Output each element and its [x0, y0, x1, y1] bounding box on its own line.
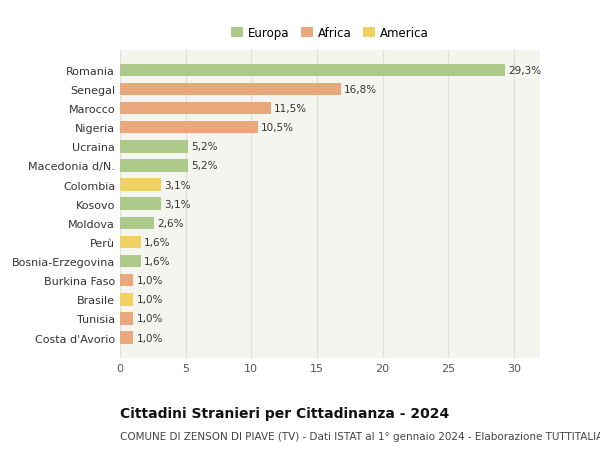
Text: 1,0%: 1,0% — [136, 275, 163, 285]
Text: 11,5%: 11,5% — [274, 104, 307, 114]
Bar — [120, 217, 154, 230]
Bar — [120, 293, 133, 306]
Bar — [120, 274, 133, 287]
Text: 1,6%: 1,6% — [144, 257, 171, 267]
Text: 2,6%: 2,6% — [157, 218, 184, 228]
Text: 5,2%: 5,2% — [191, 142, 218, 152]
Bar — [120, 255, 141, 268]
Bar — [120, 64, 505, 77]
Bar — [120, 122, 258, 134]
Text: 1,0%: 1,0% — [136, 333, 163, 343]
Text: Cittadini Stranieri per Cittadinanza - 2024: Cittadini Stranieri per Cittadinanza - 2… — [120, 406, 449, 420]
Bar — [120, 236, 141, 249]
Bar — [120, 179, 161, 191]
Bar — [120, 313, 133, 325]
Text: 3,1%: 3,1% — [164, 199, 190, 209]
Bar — [120, 141, 188, 153]
Text: COMUNE DI ZENSON DI PIAVE (TV) - Dati ISTAT al 1° gennaio 2024 - Elaborazione TU: COMUNE DI ZENSON DI PIAVE (TV) - Dati IS… — [120, 431, 600, 442]
Bar — [120, 160, 188, 172]
Text: 1,6%: 1,6% — [144, 237, 171, 247]
Legend: Europa, Africa, America: Europa, Africa, America — [227, 22, 433, 45]
Text: 16,8%: 16,8% — [344, 85, 377, 95]
Text: 10,5%: 10,5% — [261, 123, 294, 133]
Text: 3,1%: 3,1% — [164, 180, 190, 190]
Bar — [120, 103, 271, 115]
Text: 1,0%: 1,0% — [136, 314, 163, 324]
Bar — [120, 84, 341, 96]
Text: 29,3%: 29,3% — [508, 66, 541, 76]
Bar — [120, 332, 133, 344]
Bar — [120, 198, 161, 211]
Text: 1,0%: 1,0% — [136, 295, 163, 305]
Text: 5,2%: 5,2% — [191, 161, 218, 171]
